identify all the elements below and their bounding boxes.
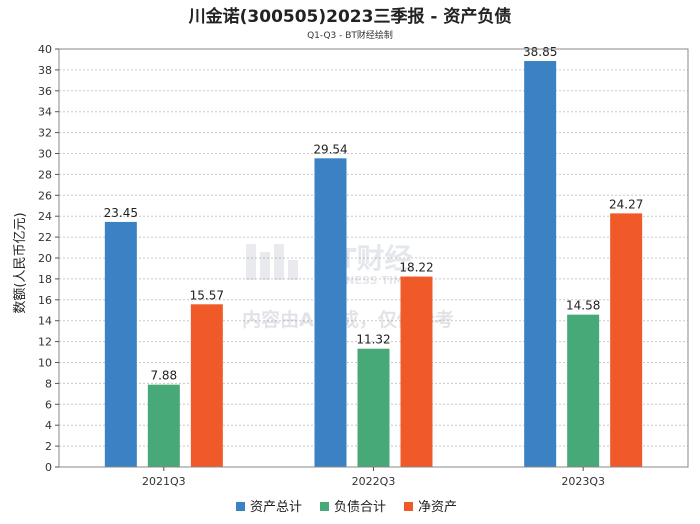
y-tick-label: 2 (45, 440, 52, 453)
y-tick-label: 30 (38, 148, 52, 161)
bar (400, 276, 433, 467)
y-tick-label: 32 (38, 127, 52, 140)
bar-value-label: 29.54 (313, 142, 347, 156)
bt-logo-icon (246, 244, 298, 280)
value-labels: 23.45 7.88 15.57 29.54 11.32 18.22 38.85 14.58 2… (104, 45, 644, 383)
y-tick-label: 16 (38, 294, 52, 307)
x-tick-label: 2021Q3 (142, 475, 186, 488)
y-tick-label: 4 (45, 419, 52, 432)
bar (610, 213, 643, 467)
x-tick-labels: 2021Q3 2022Q3 2023Q3 (142, 467, 605, 488)
y-tick-label: 28 (38, 168, 52, 181)
y-tick-label: 20 (38, 252, 52, 265)
chart-subtitle: Q1-Q3 - BT财经绘制 (307, 29, 393, 41)
bar-value-label: 38.85 (523, 45, 557, 59)
y-tick-label: 0 (45, 461, 52, 474)
legend-swatch (320, 502, 329, 511)
legend-swatch (404, 502, 413, 511)
y-tick-label: 10 (38, 357, 52, 370)
y-tick-label: 6 (45, 398, 52, 411)
bar-value-label: 24.27 (609, 197, 643, 211)
bar-value-label: 15.57 (190, 288, 224, 302)
bar (104, 221, 137, 467)
bar (147, 384, 180, 467)
x-tick-label: 2022Q3 (352, 475, 396, 488)
y-axis-label: 数额(人民币亿元) (13, 212, 28, 313)
bar-value-label: 18.22 (399, 261, 433, 275)
y-tick-label: 34 (38, 106, 52, 119)
y-tick-label: 24 (38, 210, 52, 223)
bar (190, 304, 223, 467)
legend-label: 负债合计 (334, 500, 386, 515)
bar-value-label: 23.45 (104, 206, 138, 220)
bar-value-label: 14.58 (566, 299, 600, 313)
bar (567, 314, 600, 467)
legend-swatch (236, 502, 245, 511)
bar-value-label: 11.32 (356, 333, 390, 347)
y-tick-label: 18 (38, 273, 52, 286)
bar-value-label: 7.88 (150, 369, 177, 383)
legend: 资产总计 负债合计 净资产 (236, 500, 457, 515)
bar (524, 61, 557, 468)
legend-label: 资产总计 (250, 500, 302, 515)
bar (314, 158, 347, 467)
y-tick-label: 26 (38, 189, 52, 202)
chart-title: 川金诺(300505)2023三季报 - 资产负债 (188, 6, 512, 27)
y-tick-label: 38 (38, 64, 52, 77)
legend-label: 净资产 (418, 500, 457, 515)
bar (357, 348, 390, 467)
y-tick-label: 8 (45, 377, 52, 390)
x-tick-label: 2023Q3 (561, 475, 605, 488)
y-tick-label: 14 (38, 315, 52, 328)
y-tick-label: 12 (38, 336, 52, 349)
y-tick-label: 40 (38, 43, 52, 56)
bars (104, 61, 643, 468)
y-tick-label: 22 (38, 231, 52, 244)
y-tick-label: 36 (38, 85, 52, 98)
